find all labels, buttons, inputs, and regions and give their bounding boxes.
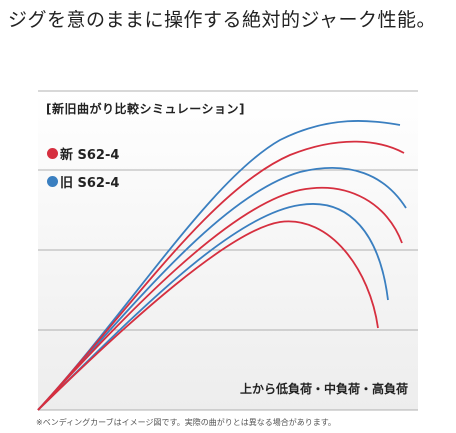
curve-old-mid-load bbox=[37, 167, 407, 411]
legend-item-new: 新 S62-4 bbox=[47, 144, 119, 163]
legend-label-new: 新 S62-4 bbox=[60, 148, 120, 163]
legend-label-old: 旧 S62-4 bbox=[60, 176, 120, 191]
legend-dot-icon bbox=[47, 176, 58, 187]
legend-dot-icon bbox=[47, 148, 58, 159]
curve-new-low-load bbox=[37, 140, 405, 411]
curve-old-high-load bbox=[37, 203, 389, 411]
curve-new-high-load bbox=[37, 220, 379, 411]
curve-old-low-load bbox=[37, 120, 401, 411]
legend-item-old: 旧 S62-4 bbox=[47, 172, 119, 191]
chart-background bbox=[38, 91, 418, 410]
chart-title: [新旧曲がり比較シミュレーション] bbox=[46, 102, 245, 116]
curve-new-mid-load bbox=[37, 186, 403, 411]
page-heading: ジグを意のままに操作する絶対的ジャーク性能。 bbox=[8, 9, 437, 31]
load-annotation: 上から低負荷・中負荷・高負荷 bbox=[240, 382, 409, 396]
footnote: ※ベンディングカーブはイメージ図です。実際の曲がりとは異なる場合があります。 bbox=[36, 418, 336, 427]
